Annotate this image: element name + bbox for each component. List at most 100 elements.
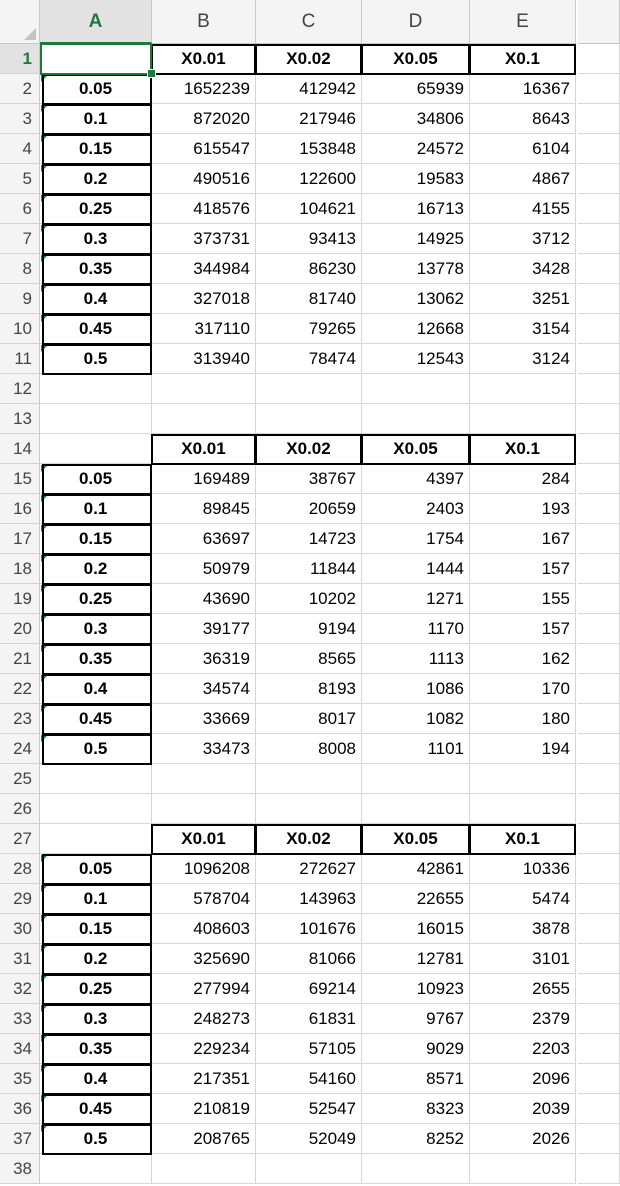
cell-d19[interactable]: 1271: [362, 584, 470, 614]
row-header[interactable]: 6: [0, 194, 40, 224]
cell-a21[interactable]: 0.35: [40, 644, 152, 674]
row-header[interactable]: 10: [0, 314, 40, 344]
cell-c35[interactable]: 54160: [256, 1064, 362, 1094]
cell-b25[interactable]: [152, 764, 256, 794]
cell-e13[interactable]: [470, 404, 576, 434]
cell-a19[interactable]: 0.25: [40, 584, 152, 614]
cell-e2[interactable]: 16367: [470, 74, 576, 104]
cell-f27[interactable]: [578, 824, 620, 854]
cell-d24[interactable]: 1101: [362, 734, 470, 764]
cell-e26[interactable]: [470, 794, 576, 824]
cell-e28[interactable]: 10336: [470, 854, 576, 884]
cell-a28[interactable]: 0.05: [40, 854, 152, 884]
cell-c25[interactable]: [256, 764, 362, 794]
cell-a14[interactable]: [40, 434, 152, 464]
cell-f31[interactable]: [578, 944, 620, 974]
cell-e24[interactable]: 194: [470, 734, 576, 764]
cell-a5[interactable]: 0.2: [40, 164, 152, 194]
cell-e19[interactable]: 155: [470, 584, 576, 614]
row-header[interactable]: 29: [0, 884, 40, 914]
row-header[interactable]: 37: [0, 1124, 40, 1154]
cell-e17[interactable]: 167: [470, 524, 576, 554]
cell-f12[interactable]: [578, 374, 620, 404]
cell-c3[interactable]: 217946: [256, 104, 362, 134]
cell-d33[interactable]: 9767: [362, 1004, 470, 1034]
cell-a6[interactable]: 0.25: [40, 194, 152, 224]
cell-c26[interactable]: [256, 794, 362, 824]
cell-b1[interactable]: X0.01: [152, 44, 256, 74]
cell-d26[interactable]: [362, 794, 470, 824]
cell-f9[interactable]: [578, 284, 620, 314]
row-header[interactable]: 5: [0, 164, 40, 194]
cell-c29[interactable]: 143963: [256, 884, 362, 914]
cell-b23[interactable]: 33669: [152, 704, 256, 734]
cell-f16[interactable]: [578, 494, 620, 524]
cell-b6[interactable]: 418576: [152, 194, 256, 224]
cell-e35[interactable]: 2096: [470, 1064, 576, 1094]
cell-e16[interactable]: 193: [470, 494, 576, 524]
cell-e37[interactable]: 2026: [470, 1124, 576, 1154]
cell-e8[interactable]: 3428: [470, 254, 576, 284]
cell-d36[interactable]: 8323: [362, 1094, 470, 1124]
cell-c6[interactable]: 104621: [256, 194, 362, 224]
cell-c19[interactable]: 10202: [256, 584, 362, 614]
cell-a13[interactable]: [40, 404, 152, 434]
cell-d14[interactable]: X0.05: [362, 434, 470, 464]
cell-e15[interactable]: 284: [470, 464, 576, 494]
cell-e20[interactable]: 157: [470, 614, 576, 644]
cell-d5[interactable]: 19583: [362, 164, 470, 194]
cell-b10[interactable]: 317110: [152, 314, 256, 344]
cell-f35[interactable]: [578, 1064, 620, 1094]
cell-e21[interactable]: 162: [470, 644, 576, 674]
cell-a30[interactable]: 0.15: [40, 914, 152, 944]
cell-c7[interactable]: 93413: [256, 224, 362, 254]
cell-b26[interactable]: [152, 794, 256, 824]
cell-a10[interactable]: 0.45: [40, 314, 152, 344]
cell-d23[interactable]: 1082: [362, 704, 470, 734]
cell-f8[interactable]: [578, 254, 620, 284]
cell-b24[interactable]: 33473: [152, 734, 256, 764]
cell-f24[interactable]: [578, 734, 620, 764]
cell-a1[interactable]: [40, 44, 152, 74]
column-header-d[interactable]: D: [362, 0, 470, 44]
cell-e1[interactable]: X0.1: [470, 44, 576, 74]
cell-a29[interactable]: 0.1: [40, 884, 152, 914]
cell-f4[interactable]: [578, 134, 620, 164]
cell-c9[interactable]: 81740: [256, 284, 362, 314]
cell-e38[interactable]: [470, 1154, 576, 1184]
cell-c14[interactable]: X0.02: [256, 434, 362, 464]
column-header-e[interactable]: E: [470, 0, 576, 44]
cell-d2[interactable]: 65939: [362, 74, 470, 104]
row-header[interactable]: 32: [0, 974, 40, 1004]
cell-c16[interactable]: 20659: [256, 494, 362, 524]
row-header[interactable]: 28: [0, 854, 40, 884]
cell-c22[interactable]: 8193: [256, 674, 362, 704]
cell-b33[interactable]: 248273: [152, 1004, 256, 1034]
cell-a38[interactable]: [40, 1154, 152, 1184]
cell-d27[interactable]: X0.05: [362, 824, 470, 854]
cell-c8[interactable]: 86230: [256, 254, 362, 284]
cell-b31[interactable]: 325690: [152, 944, 256, 974]
cell-a36[interactable]: 0.45: [40, 1094, 152, 1124]
cell-f26[interactable]: [578, 794, 620, 824]
cell-b37[interactable]: 208765: [152, 1124, 256, 1154]
cell-c12[interactable]: [256, 374, 362, 404]
cell-a26[interactable]: [40, 794, 152, 824]
cell-f20[interactable]: [578, 614, 620, 644]
cell-f28[interactable]: [578, 854, 620, 884]
cell-b21[interactable]: 36319: [152, 644, 256, 674]
cell-e14[interactable]: X0.1: [470, 434, 576, 464]
row-header[interactable]: 14: [0, 434, 40, 464]
cell-b32[interactable]: 277994: [152, 974, 256, 1004]
column-header-f[interactable]: [578, 0, 620, 44]
cell-d35[interactable]: 8571: [362, 1064, 470, 1094]
cell-a4[interactable]: 0.15: [40, 134, 152, 164]
cell-b28[interactable]: 1096208: [152, 854, 256, 884]
cell-d32[interactable]: 10923: [362, 974, 470, 1004]
row-header[interactable]: 22: [0, 674, 40, 704]
cell-f25[interactable]: [578, 764, 620, 794]
cell-c32[interactable]: 69214: [256, 974, 362, 1004]
cell-a9[interactable]: 0.4: [40, 284, 152, 314]
cell-c33[interactable]: 61831: [256, 1004, 362, 1034]
cell-c28[interactable]: 272627: [256, 854, 362, 884]
